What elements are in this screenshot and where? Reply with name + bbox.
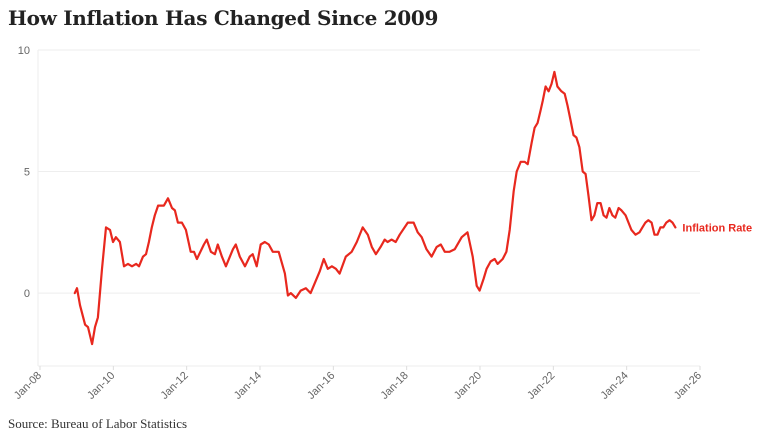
source-note: Source: Bureau of Labor Statistics <box>8 416 188 431</box>
x-tick-label: Jan-24 <box>599 370 631 402</box>
y-tick-label: 5 <box>24 167 30 179</box>
chart-title: How Inflation Has Changed Since 2009 <box>8 6 439 30</box>
x-tick-label: Jan-20 <box>452 370 484 402</box>
x-tick-label: Jan-14 <box>232 370 264 402</box>
x-tick-label: Jan-08 <box>12 370 44 402</box>
series-lines: Inflation Rate <box>73 70 752 346</box>
gridlines <box>37 49 700 367</box>
x-tick-label: Jan-12 <box>159 370 191 402</box>
x-tick-label: Jan-26 <box>672 370 704 402</box>
series-label: Inflation Rate <box>682 222 752 234</box>
y-tick-label: 0 <box>24 288 30 300</box>
x-tick-label: Jan-22 <box>525 370 557 402</box>
x-tick-label: Jan-18 <box>379 370 411 402</box>
x-tick-label: Jan-10 <box>85 370 117 402</box>
x-tick-label: Jan-16 <box>305 370 337 402</box>
y-axis: 0 5 10 <box>18 45 30 300</box>
x-axis: Jan-08 Jan-10 Jan-12 Jan-14 Jan-16 Jan-18 Jan-… <box>12 366 704 402</box>
y-tick-label: 10 <box>18 45 30 57</box>
inflation-rate-line <box>73 70 677 346</box>
